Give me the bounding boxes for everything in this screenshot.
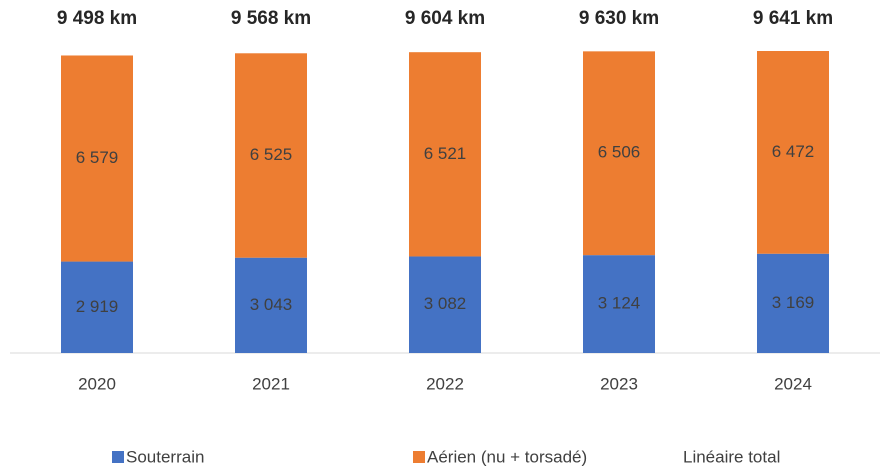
x-tick-label: 2022 — [426, 374, 464, 393]
total-label: 9 641 km — [753, 8, 833, 29]
data-label: 6 521 — [424, 144, 467, 163]
legend-label: Aérien (nu + torsadé) — [427, 447, 587, 466]
bar-segment — [757, 51, 829, 254]
data-label: 3 082 — [424, 294, 467, 313]
x-tick-label: 2020 — [78, 374, 116, 393]
legend-label: Souterrain — [126, 447, 204, 466]
total-label: 9 498 km — [57, 8, 137, 29]
data-label: 6 579 — [76, 148, 119, 167]
total-label: 9 630 km — [579, 8, 659, 29]
x-tick-label: 2024 — [774, 374, 812, 393]
legend-swatch — [413, 451, 425, 463]
legend-label: Linéaire total — [683, 447, 780, 466]
x-tick-label: 2023 — [600, 374, 638, 393]
bar-segment — [757, 253, 829, 353]
bar-segment — [409, 256, 481, 353]
bar-segment — [61, 261, 133, 353]
bar-segment — [235, 257, 307, 353]
bar-segment — [235, 53, 307, 258]
bar-segment — [583, 51, 655, 256]
data-label: 3 169 — [772, 293, 815, 312]
total-label: 9 568 km — [231, 8, 311, 29]
total-label: 9 604 km — [405, 8, 485, 29]
data-label: 6 506 — [598, 143, 641, 162]
bar-segment — [583, 255, 655, 353]
legend-swatch — [112, 451, 124, 463]
x-tick-label: 2021 — [252, 374, 290, 393]
bar-segment — [61, 55, 133, 262]
data-label: 6 472 — [772, 142, 815, 161]
data-label: 6 525 — [250, 145, 293, 164]
data-label: 3 043 — [250, 295, 293, 314]
bar-segment — [409, 52, 481, 257]
data-label: 3 124 — [598, 294, 641, 313]
data-label: 2 919 — [76, 297, 119, 316]
